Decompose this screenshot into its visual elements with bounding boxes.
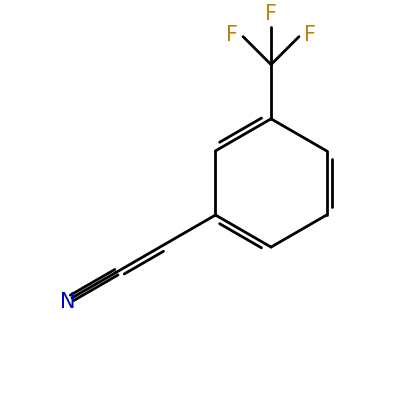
Text: F: F [226, 25, 238, 45]
Text: F: F [304, 25, 316, 45]
Text: F: F [265, 4, 277, 24]
Text: N: N [60, 292, 76, 312]
